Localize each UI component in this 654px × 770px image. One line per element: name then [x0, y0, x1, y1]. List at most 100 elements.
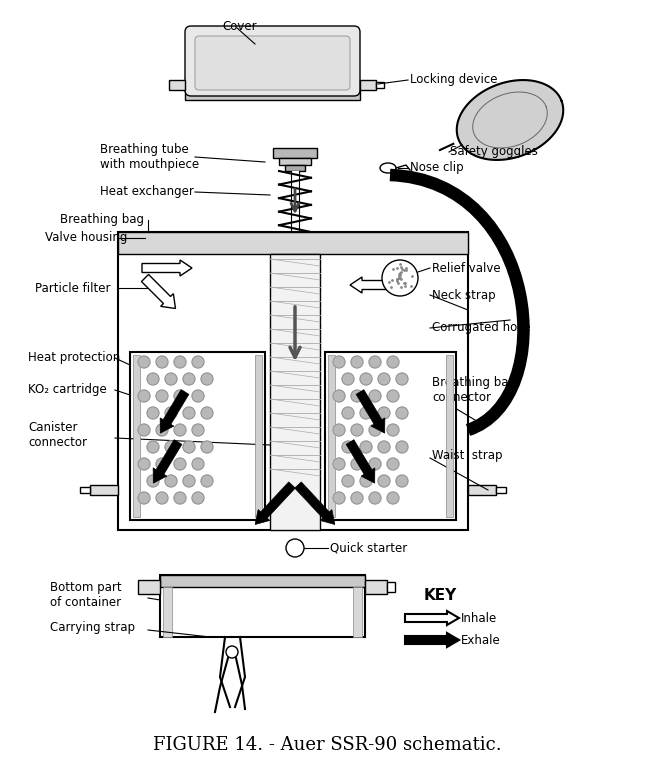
Circle shape: [138, 492, 150, 504]
Circle shape: [360, 441, 372, 453]
Circle shape: [156, 356, 168, 368]
Circle shape: [165, 441, 177, 453]
Circle shape: [351, 356, 363, 368]
Bar: [376, 82, 384, 88]
Bar: [468, 485, 496, 495]
Text: Heat exchanger: Heat exchanger: [100, 186, 194, 199]
FancyArrow shape: [142, 260, 192, 276]
Bar: [279, 158, 311, 165]
Circle shape: [369, 424, 381, 436]
Circle shape: [174, 356, 186, 368]
Circle shape: [286, 539, 304, 557]
Circle shape: [192, 424, 204, 436]
Circle shape: [201, 373, 213, 385]
Circle shape: [333, 424, 345, 436]
Text: Bottom part
of container: Bottom part of container: [50, 581, 122, 609]
Circle shape: [396, 475, 408, 487]
Circle shape: [183, 441, 195, 453]
Circle shape: [351, 390, 363, 402]
Circle shape: [192, 390, 204, 402]
Circle shape: [342, 407, 354, 419]
Circle shape: [360, 373, 372, 385]
Circle shape: [174, 424, 186, 436]
Circle shape: [147, 441, 159, 453]
Text: KO₂ cartridge: KO₂ cartridge: [28, 383, 107, 397]
Circle shape: [192, 492, 204, 504]
Circle shape: [387, 424, 399, 436]
Text: Carrying strap: Carrying strap: [50, 621, 135, 634]
Circle shape: [378, 407, 390, 419]
Circle shape: [201, 407, 213, 419]
Circle shape: [192, 356, 204, 368]
Circle shape: [165, 475, 177, 487]
Circle shape: [351, 424, 363, 436]
Circle shape: [156, 492, 168, 504]
Circle shape: [333, 390, 345, 402]
Bar: [353, 587, 362, 637]
Circle shape: [378, 373, 390, 385]
Circle shape: [369, 492, 381, 504]
Text: Safety goggles: Safety goggles: [450, 146, 538, 159]
Bar: [80, 487, 90, 493]
Text: Breathing bag: Breathing bag: [60, 213, 144, 226]
Circle shape: [333, 356, 345, 368]
FancyArrow shape: [153, 440, 182, 483]
Circle shape: [138, 390, 150, 402]
Text: Particle filter: Particle filter: [35, 282, 111, 294]
Circle shape: [369, 356, 381, 368]
Text: Cover: Cover: [222, 20, 256, 33]
FancyArrow shape: [255, 482, 296, 524]
Bar: [360, 80, 376, 90]
Bar: [90, 485, 118, 495]
Bar: [133, 355, 140, 517]
Circle shape: [147, 407, 159, 419]
Circle shape: [156, 458, 168, 470]
Text: Valve housing: Valve housing: [45, 232, 128, 245]
Ellipse shape: [380, 163, 396, 173]
Text: Nose clip: Nose clip: [410, 162, 464, 175]
Text: Waist  strap: Waist strap: [432, 448, 502, 461]
Text: FIGURE 14. - Auer SSR-90 schematic.: FIGURE 14. - Auer SSR-90 schematic.: [152, 736, 502, 754]
Circle shape: [378, 475, 390, 487]
Circle shape: [369, 458, 381, 470]
FancyArrow shape: [405, 611, 459, 625]
Bar: [160, 575, 365, 637]
Circle shape: [382, 260, 418, 296]
Bar: [387, 582, 395, 592]
Circle shape: [360, 475, 372, 487]
Circle shape: [201, 475, 213, 487]
Circle shape: [165, 373, 177, 385]
FancyArrow shape: [141, 274, 175, 309]
Bar: [270, 254, 320, 530]
Text: Neck strap: Neck strap: [432, 289, 496, 302]
FancyArrow shape: [405, 633, 459, 647]
Circle shape: [226, 646, 238, 658]
Bar: [163, 587, 172, 637]
Circle shape: [183, 373, 195, 385]
FancyArrow shape: [295, 482, 335, 524]
FancyArrow shape: [356, 390, 385, 434]
Bar: [446, 355, 453, 517]
Bar: [118, 232, 468, 530]
Circle shape: [342, 373, 354, 385]
FancyArrow shape: [350, 277, 392, 293]
Bar: [118, 232, 468, 254]
FancyArrow shape: [160, 390, 189, 434]
Circle shape: [174, 458, 186, 470]
Circle shape: [342, 475, 354, 487]
Circle shape: [351, 492, 363, 504]
Text: Quick starter: Quick starter: [330, 541, 407, 554]
Text: KEY: KEY: [423, 588, 456, 603]
Circle shape: [378, 441, 390, 453]
Text: Breathing bag
connector: Breathing bag connector: [432, 376, 516, 404]
Circle shape: [387, 390, 399, 402]
Circle shape: [138, 458, 150, 470]
Bar: [185, 86, 360, 100]
Circle shape: [156, 424, 168, 436]
Circle shape: [147, 373, 159, 385]
Bar: [273, 148, 317, 158]
Circle shape: [147, 475, 159, 487]
Circle shape: [360, 407, 372, 419]
Circle shape: [192, 458, 204, 470]
Circle shape: [351, 458, 363, 470]
